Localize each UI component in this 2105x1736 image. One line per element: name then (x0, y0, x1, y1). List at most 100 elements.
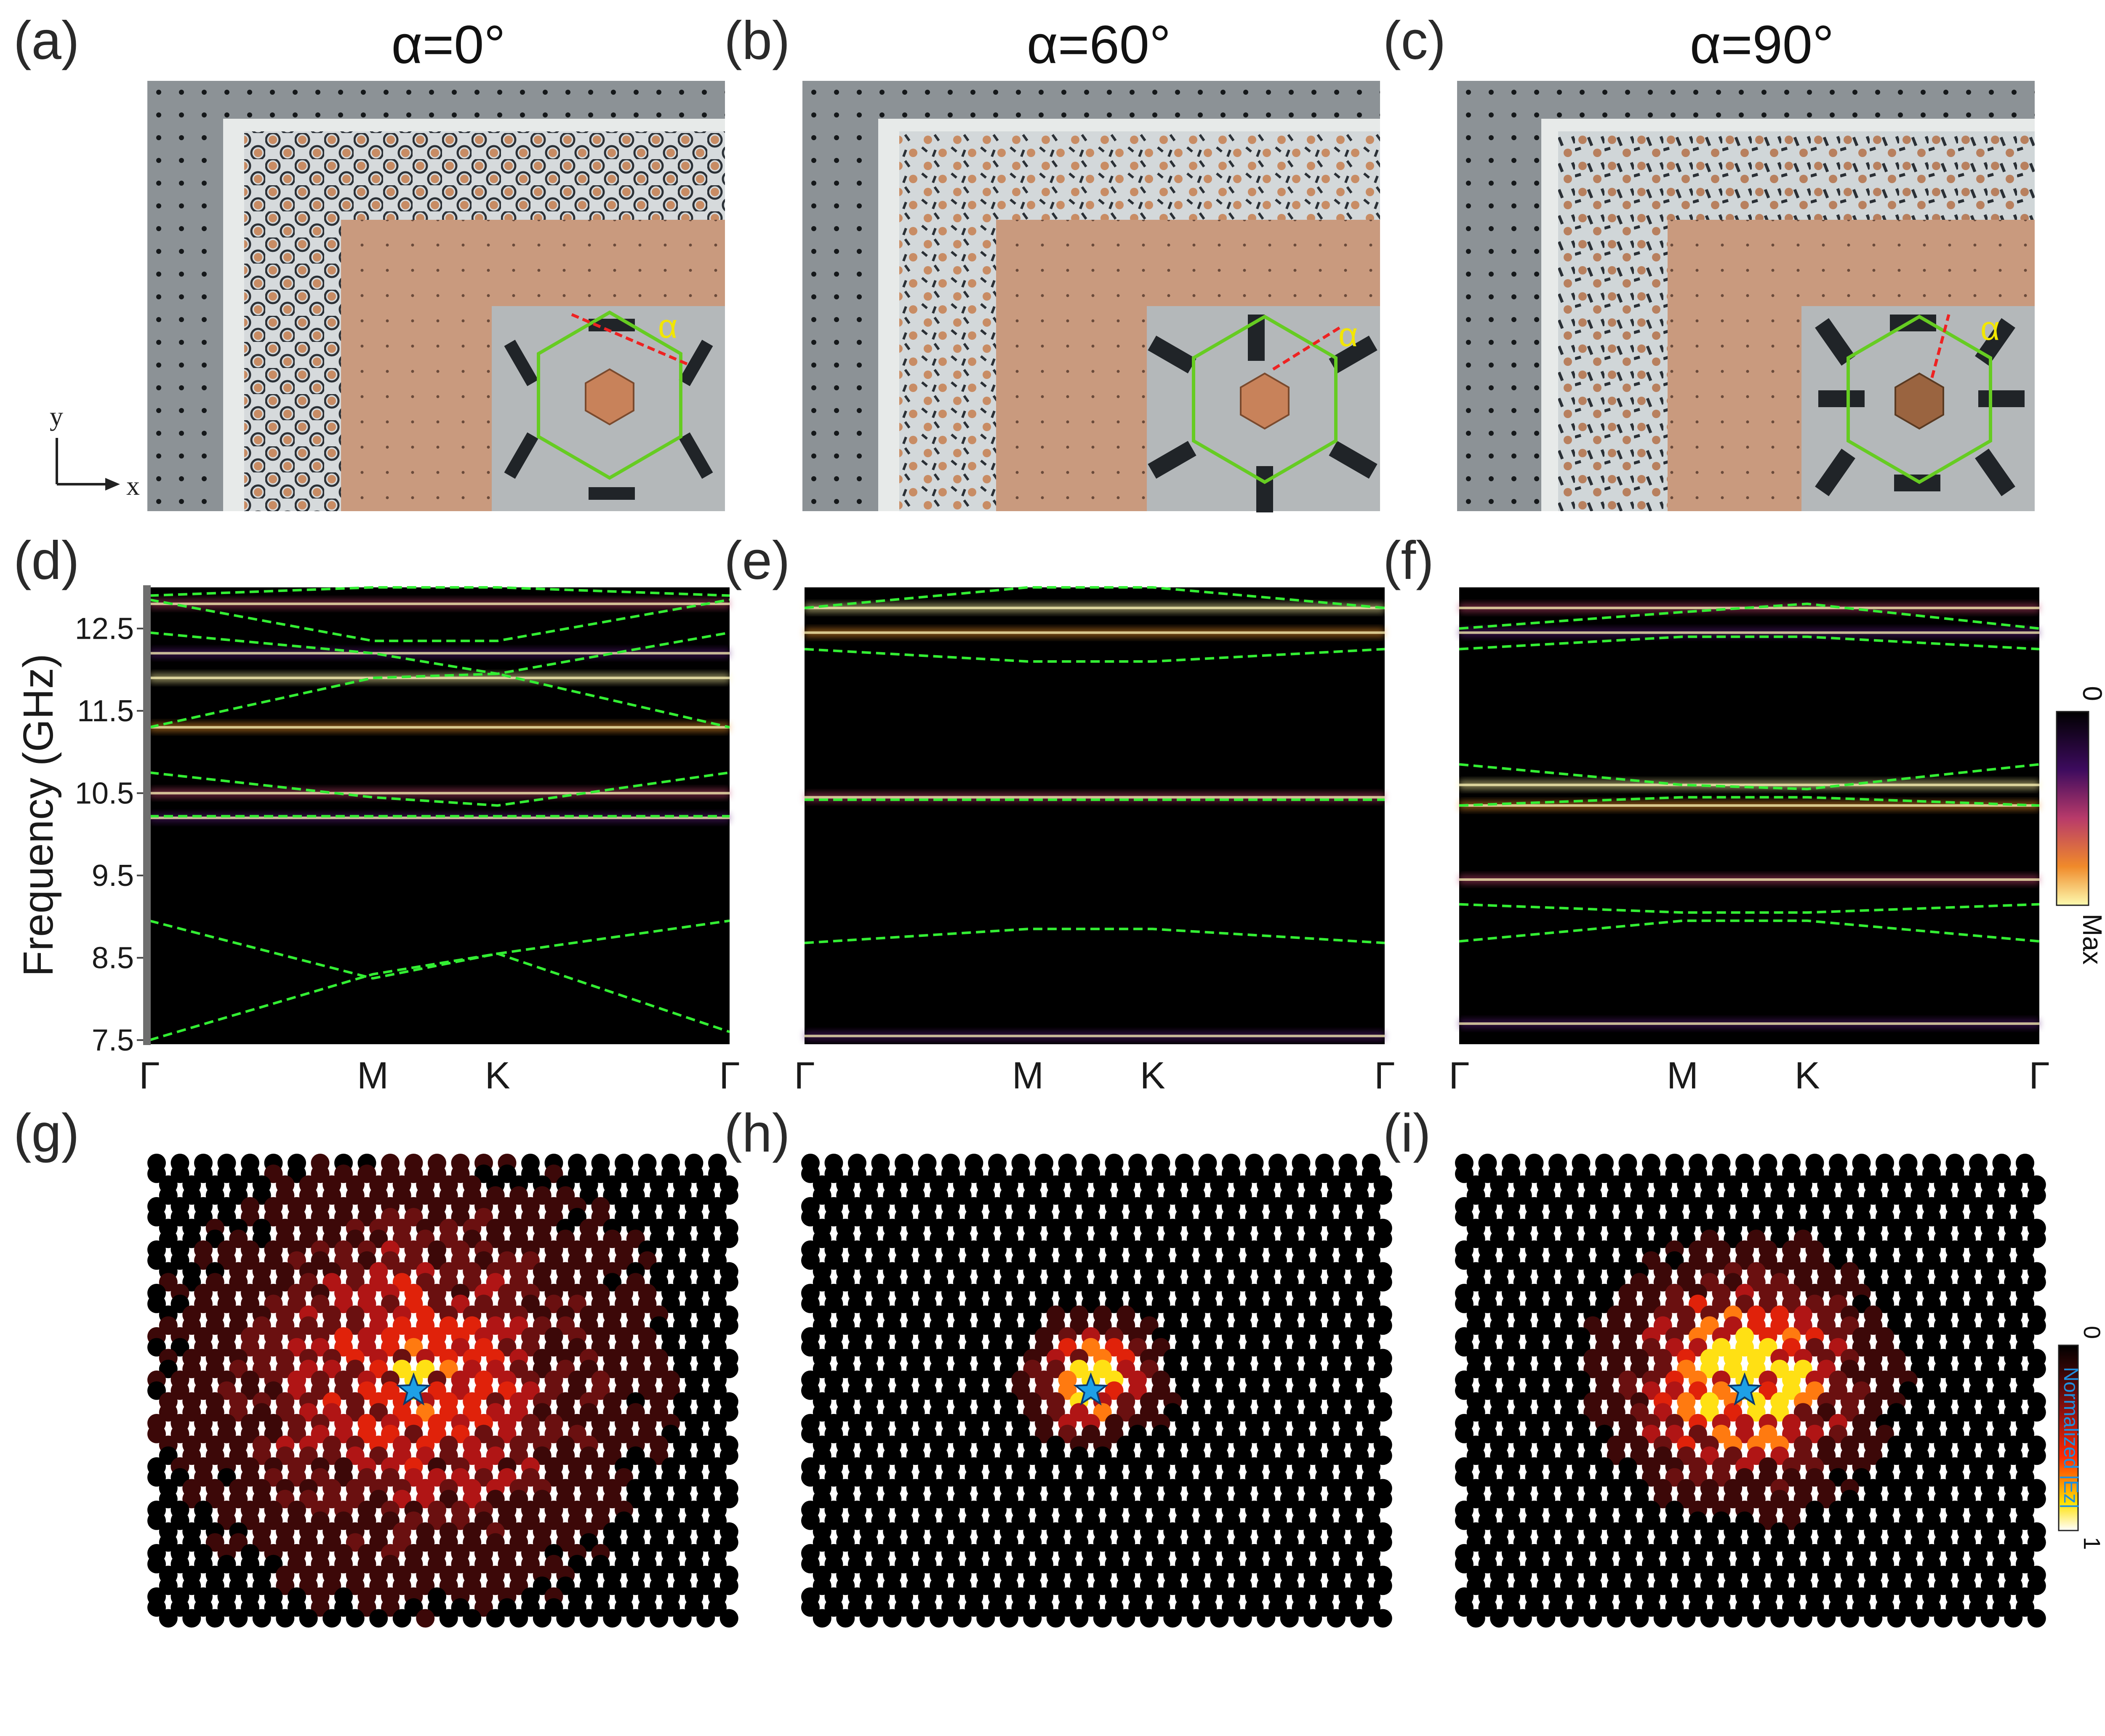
field-site (1735, 1468, 1754, 1487)
field-site (205, 1273, 224, 1292)
field-site (1712, 1424, 1731, 1443)
field-site (428, 1164, 446, 1183)
field-site (334, 1381, 353, 1400)
field-site (311, 1424, 330, 1443)
field-site (859, 1186, 878, 1205)
field-site (1864, 1609, 1883, 1628)
dashed-band-b1 (804, 928, 1385, 944)
field-site (1876, 1338, 1894, 1357)
field-site (1046, 1273, 1065, 1292)
field-site (1934, 1273, 1953, 1292)
field-site (1735, 1598, 1754, 1617)
field-site (264, 1468, 283, 1487)
field-site (346, 1273, 365, 1292)
field-site (1782, 1468, 1801, 1487)
field-site (252, 1186, 271, 1205)
field-site (276, 1229, 295, 1248)
field-site (276, 1609, 295, 1628)
field-site (1292, 1251, 1311, 1270)
field-site (498, 1424, 517, 1443)
field-site (708, 1208, 727, 1227)
field-site (1980, 1360, 1999, 1379)
field-site (813, 1576, 831, 1595)
field-site (1735, 1208, 1754, 1227)
field-site (673, 1490, 692, 1509)
field-site (918, 1251, 937, 1270)
field-site (1618, 1338, 1637, 1357)
field-site (1478, 1511, 1497, 1530)
field-site (579, 1316, 598, 1335)
field-site (1747, 1229, 1766, 1248)
field-site (603, 1403, 622, 1422)
field-site (1618, 1511, 1637, 1530)
field-site (1805, 1424, 1824, 1443)
field-site (1058, 1251, 1077, 1270)
field-site (1338, 1338, 1357, 1357)
field-site (965, 1338, 983, 1357)
field-site (1093, 1403, 1112, 1422)
field-site (1315, 1468, 1334, 1487)
field-site (474, 1424, 493, 1443)
field-site (836, 1490, 855, 1509)
field-site (1805, 1338, 1824, 1357)
field-site (381, 1511, 400, 1530)
field-site (311, 1164, 330, 1183)
field-site (322, 1316, 341, 1335)
dashed-band-b6 (1459, 603, 2040, 630)
field-site (1070, 1403, 1089, 1422)
field-site (509, 1186, 528, 1205)
field-site (205, 1576, 224, 1595)
field-site (1829, 1424, 1847, 1443)
field-site (392, 1186, 411, 1205)
field-site (1362, 1251, 1380, 1270)
field-site (1105, 1511, 1124, 1530)
field-site (346, 1403, 365, 1422)
field-site (1548, 1468, 1567, 1487)
field-site (895, 1598, 913, 1617)
field-site (1630, 1490, 1649, 1509)
field-site (638, 1381, 657, 1400)
field-site (568, 1468, 586, 1487)
field-site (1770, 1186, 1789, 1205)
field-site (533, 1609, 552, 1628)
field-site (579, 1360, 598, 1379)
field-site (381, 1164, 400, 1183)
field-site (813, 1229, 831, 1248)
field-site (1280, 1446, 1299, 1465)
field-site (1537, 1186, 1556, 1205)
field-site (1712, 1555, 1731, 1573)
field-site (205, 1609, 224, 1628)
field-site (346, 1533, 365, 1552)
field-site (334, 1208, 353, 1227)
field-site (1338, 1511, 1357, 1530)
band-y-axis-label: Frequency (GHz) (15, 654, 62, 977)
field-site (544, 1164, 563, 1183)
field-site (1011, 1164, 1030, 1183)
dashed-band-b3 (804, 648, 1385, 663)
field-site (638, 1598, 657, 1617)
dashed-band-b1 (149, 952, 730, 1042)
field-site (369, 1576, 388, 1595)
field-site (439, 1360, 458, 1379)
field-site (1082, 1598, 1100, 1617)
field-site (205, 1490, 224, 1509)
field-site (1257, 1576, 1276, 1595)
field-site (1210, 1446, 1229, 1465)
field-site (1140, 1316, 1159, 1335)
field-site (1222, 1338, 1240, 1357)
field-site (1245, 1468, 1264, 1487)
dashed-band-b4 (1459, 763, 2040, 790)
field-site (1899, 1164, 1918, 1183)
field-site (334, 1338, 353, 1357)
field-site (1899, 1598, 1918, 1617)
field-site (673, 1273, 692, 1292)
field-site (1140, 1186, 1159, 1205)
panel-label-i: (i) (1383, 1103, 1431, 1163)
field-site (930, 1446, 949, 1465)
field-site (217, 1468, 236, 1487)
field-site (311, 1598, 330, 1617)
field-site (521, 1598, 540, 1617)
field-site (1140, 1229, 1159, 1248)
field-site (2004, 1316, 2023, 1335)
field-site (428, 1424, 446, 1443)
